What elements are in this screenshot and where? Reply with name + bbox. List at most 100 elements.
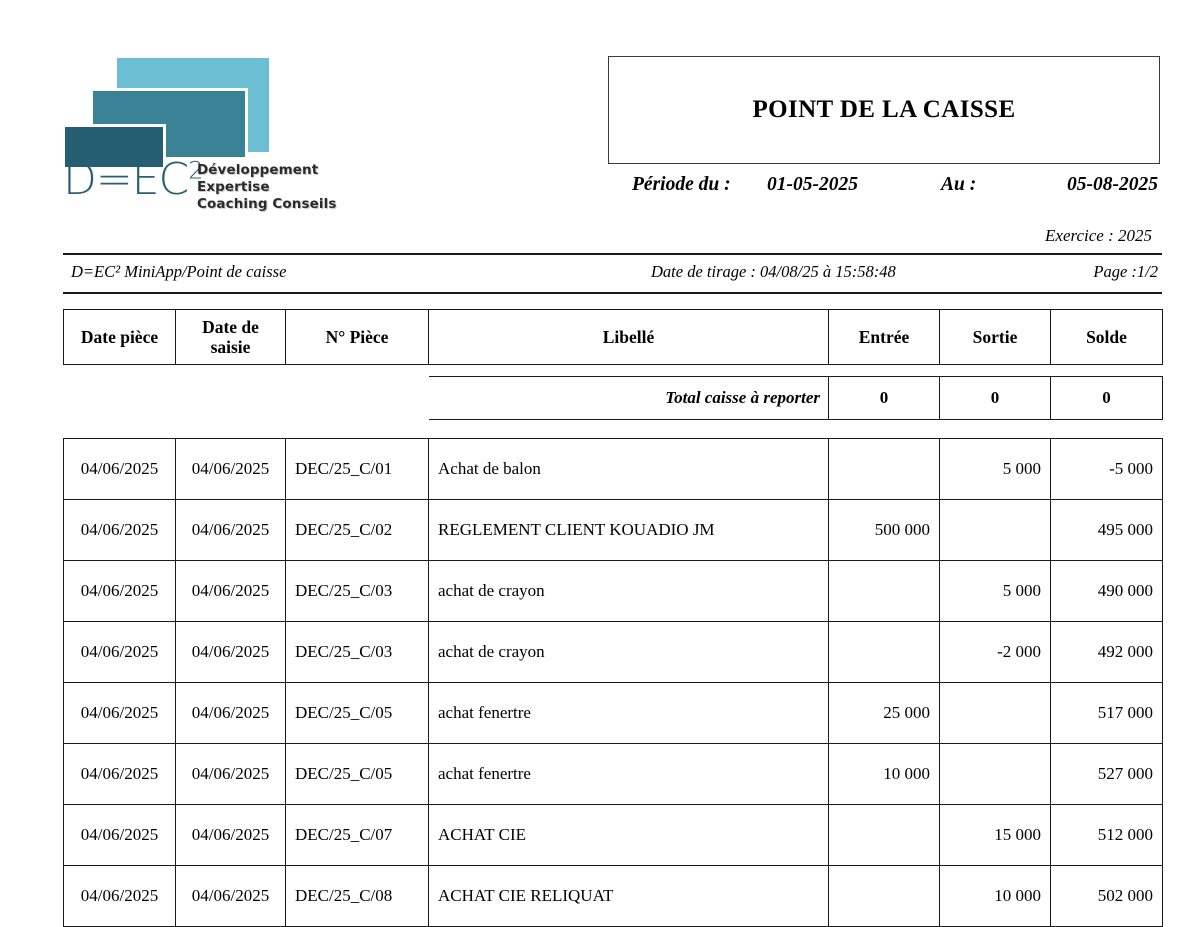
cell-date-saisie: 04/06/2025 bbox=[175, 560, 286, 622]
cell-date-saisie: 04/06/2025 bbox=[175, 621, 286, 683]
table-row: 04/06/2025 04/06/2025 DEC/25_C/05 achat fen… bbox=[63, 682, 1163, 744]
logo-tagline-line1: Développement Expertise bbox=[197, 162, 319, 195]
cell-entree bbox=[828, 438, 940, 500]
table-row: 04/06/2025 04/06/2025 DEC/25_C/03 achat de … bbox=[63, 560, 1163, 622]
total-row-entree: 0 bbox=[828, 376, 940, 420]
table-header-row: Date pièce Date de saisie N° Pièce Libel… bbox=[63, 309, 1163, 365]
cell-libelle: achat de crayon bbox=[428, 560, 829, 622]
table-spacer bbox=[64, 365, 1163, 377]
logo-wordmark-superscript: 2 bbox=[188, 156, 203, 185]
logo-wordmark: D=EC2 bbox=[63, 156, 204, 202]
cell-sortie: 5 000 bbox=[939, 438, 1051, 500]
report-title-box: POINT DE LA CAISSE bbox=[608, 56, 1160, 164]
cell-libelle: achat de crayon bbox=[428, 621, 829, 683]
total-row-label: Total caisse à reporter bbox=[428, 376, 829, 420]
cell-date-saisie: 04/06/2025 bbox=[175, 743, 286, 805]
period-line: Période du : 01-05-2025 Au : 05-08-2025 bbox=[608, 174, 1160, 204]
logo-rect-dark bbox=[65, 124, 166, 167]
column-header-entree: Entrée bbox=[828, 309, 940, 365]
cell-num-piece: DEC/25_C/07 bbox=[285, 804, 429, 866]
cell-solde: 490 000 bbox=[1050, 560, 1163, 622]
logo-tagline-line2: Coaching Conseils bbox=[197, 195, 337, 212]
total-carry-forward-row: Total caisse à reporter 0 0 0 bbox=[64, 376, 1163, 420]
cell-entree: 500 000 bbox=[828, 499, 940, 561]
column-header-libelle: Libellé bbox=[428, 309, 829, 365]
report-title: POINT DE LA CAISSE bbox=[752, 96, 1016, 123]
period-from-date: 01-05-2025 bbox=[767, 174, 858, 195]
cell-solde: -5 000 bbox=[1050, 438, 1163, 500]
cell-sortie bbox=[939, 743, 1051, 805]
meta-print-date: Date de tirage : 04/08/25 à 15:58:48 bbox=[651, 262, 896, 281]
cell-date-saisie: 04/06/2025 bbox=[175, 682, 286, 744]
cell-libelle: achat fenertre bbox=[428, 682, 829, 744]
cell-entree: 10 000 bbox=[828, 743, 940, 805]
total-row-sortie: 0 bbox=[939, 376, 1051, 420]
cell-entree: 25 000 bbox=[828, 682, 940, 744]
cell-num-piece: DEC/25_C/08 bbox=[285, 865, 429, 927]
column-header-date-saisie-line1: Date de bbox=[202, 316, 259, 337]
total-row-solde: 0 bbox=[1050, 376, 1163, 420]
exercice-label: Exercice : 2025 bbox=[1045, 226, 1152, 245]
meta-page-number: Page :1/2 bbox=[1093, 262, 1158, 281]
cell-sortie: -2 000 bbox=[939, 621, 1051, 683]
cell-sortie bbox=[939, 499, 1051, 561]
cell-date-saisie: 04/06/2025 bbox=[175, 438, 286, 500]
cell-date-saisie: 04/06/2025 bbox=[175, 804, 286, 866]
cell-solde: 502 000 bbox=[1050, 865, 1163, 927]
column-header-date-piece: Date pièce bbox=[63, 309, 176, 365]
table-row: 04/06/2025 04/06/2025 DEC/25_C/03 achat de … bbox=[63, 621, 1163, 683]
column-header-sortie: Sortie bbox=[939, 309, 1051, 365]
cell-date-piece: 04/06/2025 bbox=[63, 865, 176, 927]
cash-report-table-wrapper: Date pièce Date de saisie N° Pièce Libel… bbox=[63, 309, 1163, 927]
meta-rule-top bbox=[63, 253, 1162, 255]
cell-num-piece: DEC/25_C/03 bbox=[285, 621, 429, 683]
logo-tagline: Développement Expertise Coaching Conseil… bbox=[197, 162, 393, 213]
table-row: 04/06/2025 04/06/2025 DEC/25_C/05 achat fen… bbox=[63, 743, 1163, 805]
meta-row: D=EC² MiniApp/Point de caisse Date de ti… bbox=[63, 262, 1162, 290]
period-au-label: Au : bbox=[941, 174, 977, 195]
cell-date-saisie: 04/06/2025 bbox=[175, 865, 286, 927]
cell-entree bbox=[828, 621, 940, 683]
cell-sortie: 10 000 bbox=[939, 865, 1051, 927]
cell-date-saisie: 04/06/2025 bbox=[175, 499, 286, 561]
cell-libelle: ACHAT CIE bbox=[428, 804, 829, 866]
column-header-solde: Solde bbox=[1050, 309, 1163, 365]
cell-entree bbox=[828, 865, 940, 927]
period-to-date: 05-08-2025 bbox=[1067, 174, 1158, 195]
table-body: Total caisse à reporter 0 0 0 bbox=[64, 365, 1163, 439]
table-gap bbox=[64, 420, 1163, 439]
cell-entree bbox=[828, 804, 940, 866]
table-gap-cell bbox=[64, 420, 1163, 439]
cell-solde: 517 000 bbox=[1050, 682, 1163, 744]
table-data-body: 04/06/2025 04/06/2025 DEC/25_C/01 Achat de … bbox=[63, 438, 1163, 927]
period-label: Période du : bbox=[632, 174, 731, 195]
cell-num-piece: DEC/25_C/03 bbox=[285, 560, 429, 622]
cell-libelle: REGLEMENT CLIENT KOUADIO JM bbox=[428, 499, 829, 561]
cell-solde: 527 000 bbox=[1050, 743, 1163, 805]
cell-date-piece: 04/06/2025 bbox=[63, 621, 176, 683]
column-header-date-saisie-line2: saisie bbox=[210, 337, 251, 357]
meta-rule-bottom bbox=[63, 292, 1162, 294]
column-header-num-piece: N° Pièce bbox=[285, 309, 429, 365]
cell-num-piece: DEC/25_C/01 bbox=[285, 438, 429, 500]
meta-app-path: D=EC² MiniApp/Point de caisse bbox=[71, 262, 287, 281]
cell-num-piece: DEC/25_C/02 bbox=[285, 499, 429, 561]
cell-sortie bbox=[939, 682, 1051, 744]
table-row: 04/06/2025 04/06/2025 DEC/25_C/01 Achat de … bbox=[63, 438, 1163, 500]
table-row: 04/06/2025 04/06/2025 DEC/25_C/08 ACHAT CIE… bbox=[63, 865, 1163, 927]
cell-num-piece: DEC/25_C/05 bbox=[285, 743, 429, 805]
cell-libelle: achat fenertre bbox=[428, 743, 829, 805]
total-row-blank bbox=[64, 377, 429, 420]
table-row: 04/06/2025 04/06/2025 DEC/25_C/07 ACHAT CIE… bbox=[63, 804, 1163, 866]
report-header: D=EC2 Développement Expertise Coaching C… bbox=[0, 0, 1188, 250]
column-header-date-saisie: Date de saisie bbox=[175, 309, 286, 365]
cell-date-piece: 04/06/2025 bbox=[63, 682, 176, 744]
cell-sortie: 15 000 bbox=[939, 804, 1051, 866]
table-row: 04/06/2025 04/06/2025 DEC/25_C/02 REGLEMENT… bbox=[63, 499, 1163, 561]
cell-solde: 492 000 bbox=[1050, 621, 1163, 683]
cell-num-piece: DEC/25_C/05 bbox=[285, 682, 429, 744]
cell-libelle: Achat de balon bbox=[428, 438, 829, 500]
cell-libelle: ACHAT CIE RELIQUAT bbox=[428, 865, 829, 927]
cell-date-piece: 04/06/2025 bbox=[63, 743, 176, 805]
